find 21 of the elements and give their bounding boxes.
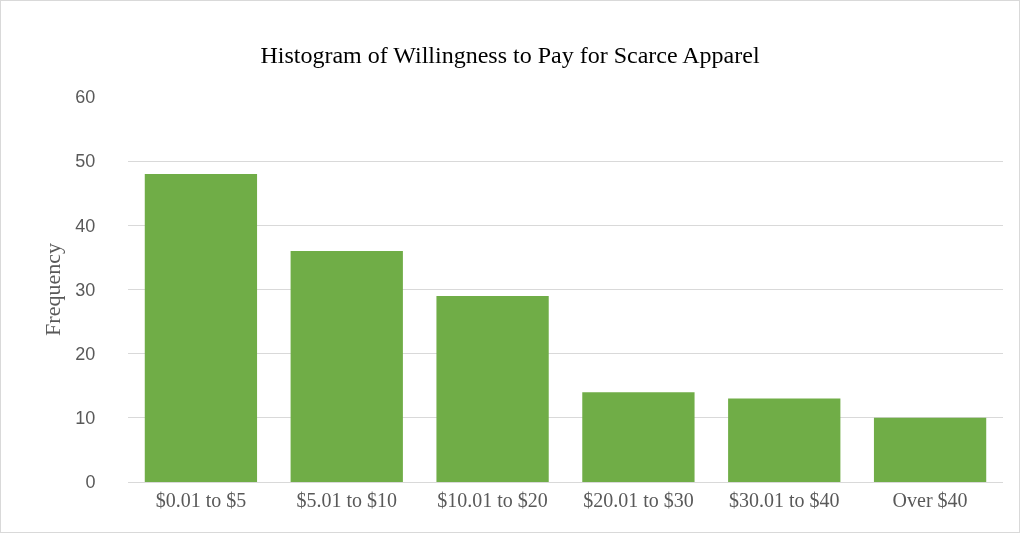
bar [873,417,987,482]
y-tick-label: 10 [75,408,96,429]
y-tick-label: 20 [75,343,96,364]
y-tick-label: 0 [85,472,96,493]
x-tick-label: $0.01 to $5 [155,489,247,511]
bar [290,251,403,482]
y-tick-label: 40 [75,215,96,236]
x-tick-label: $5.01 to $10 [296,489,398,511]
bar [582,392,695,482]
x-tick-label: $20.01 to $30 [583,489,694,511]
y-axis-title: Frequency [40,243,66,336]
y-tick-label: 60 [75,87,96,108]
y-tick-label: 50 [75,151,96,172]
x-tick-label: Over $40 [892,489,968,511]
y-tick-label: 30 [75,279,96,300]
x-tick-label: $30.01 to $40 [728,489,840,511]
bar [436,295,549,482]
x-tick-label: $10.01 to $20 [437,489,548,511]
chart-title: Histogram of Willingness to Pay for Scarce Apparel [260,41,760,68]
bar [728,398,841,482]
bar [144,174,258,482]
